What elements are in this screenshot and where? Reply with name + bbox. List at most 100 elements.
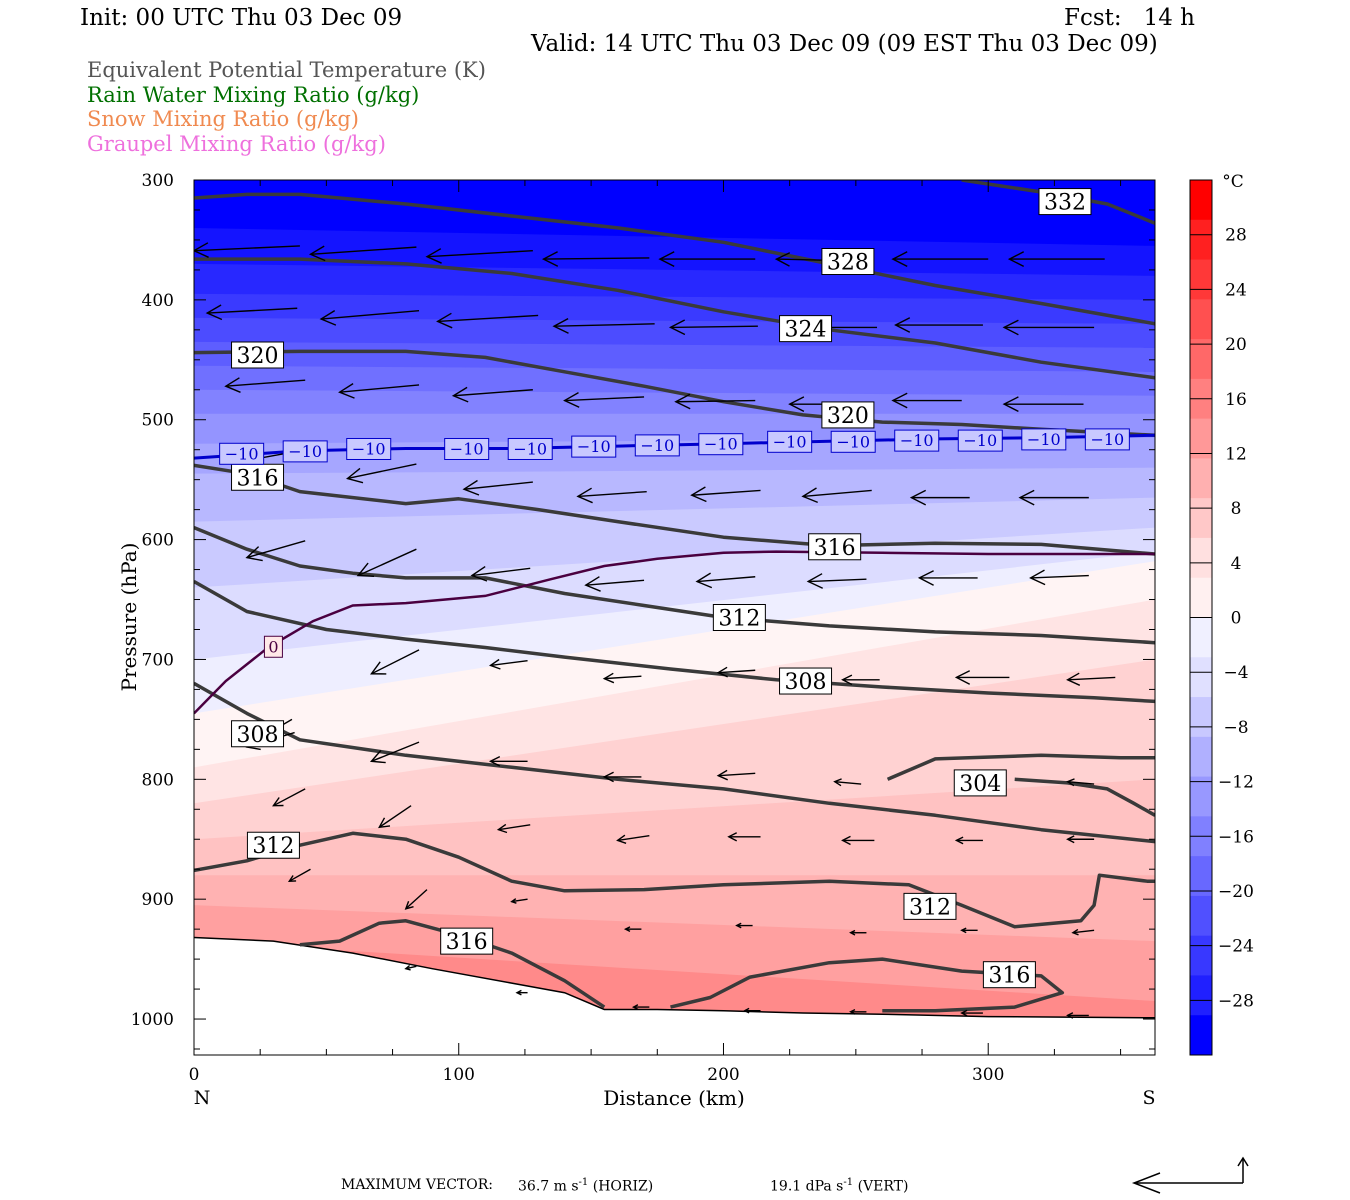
wind-vector [954,670,1010,685]
wind-vector [602,771,642,783]
forecast-hour: Fcst: 14 h [1064,5,1195,31]
wind-vector [674,393,756,410]
contour-labels: 332 328 324 320 320 316 316 312 308 308 304 312 312 3… [219,188,1130,989]
init-time: Init: 00 UTC Thu 03 Dec 09 [80,5,403,31]
svg-text:332: 332 [1044,191,1086,216]
wind-vector [891,251,989,268]
wind-vector [1018,489,1089,506]
y-tick-label: 700 [142,650,174,670]
svg-text:−10: −10 [773,432,807,451]
wind-vector [287,868,311,882]
isotherm-label: −10 [767,430,813,453]
max-vector-horiz: 36.7 m s-1 (HORIZ) [518,1177,654,1195]
y-tick-label: 300 [142,171,174,191]
below-ground-mask [194,937,1155,1055]
wind-vector [515,989,528,996]
theta-e-contour-320 [194,349,1155,438]
y-tick-label: 500 [142,411,174,431]
theta-e-label: 324 [779,315,833,343]
colorbar-tick-label: −12 [1218,773,1254,793]
colorbar-tick-label: −4 [1223,663,1248,683]
wind-vector [1066,672,1116,686]
wind-vector [602,672,642,684]
wind-vector [833,778,862,787]
wind-vector [690,486,761,503]
svg-text:−10: −10 [704,435,738,454]
theta-e-label: 316 [808,533,862,561]
wind-vector [954,836,983,845]
wind-vector [1066,835,1095,844]
wind-vector [1066,1012,1089,1019]
wind-vector [616,834,650,844]
x-tick-label: 300 [972,1065,1004,1085]
wind-vector [496,823,531,834]
wind-vector [541,251,650,267]
theta-e-label: 316 [231,463,285,491]
svg-text:−10: −10 [640,436,674,455]
colorbar-tick-label: 4 [1231,554,1242,574]
colorbar-band [1190,736,1212,778]
svg-text:0: 0 [268,637,278,656]
colorbar-band [1190,856,1212,897]
wind-vector [1002,319,1095,336]
wind-vector [319,309,420,326]
wind-vector [1007,251,1105,268]
wind-vector [436,312,539,329]
wind-vector [891,392,962,409]
wind-vector [488,755,528,767]
svg-text:−10: −10 [836,432,870,451]
theta-e-contour-328 [194,192,1155,326]
isotherm-label: −10 [507,437,553,460]
surface-line [194,936,1155,1019]
svg-text:−10: −10 [900,431,934,450]
colorbar-band [1190,259,1212,300]
theta-e-label: 312 [246,831,300,859]
svg-text:−10: −10 [963,431,997,450]
wind-vector [338,383,420,399]
wind-vector [960,927,978,934]
isotherm-label: −10 [894,429,940,452]
wind-vector [425,248,533,264]
theta-e-contour-304 [1014,777,1155,817]
colorbar-band [1190,657,1212,698]
wind-vector [345,463,417,484]
wind-vector [576,487,647,504]
colorbar-tick-label: −24 [1218,937,1254,957]
isotherm-label: −10 [219,442,265,465]
wind-vector [735,922,753,929]
colorbar-tick-label: −8 [1223,718,1248,738]
theta-e-label: 308 [231,720,285,748]
wind-vector [1002,396,1084,413]
svg-text:−10: −10 [513,439,547,458]
svg-text:−10: −10 [1090,430,1124,449]
colorbar-band [1190,180,1212,221]
wind-vector [224,377,306,393]
colorbar-band [1190,697,1212,738]
wind-vector [1029,569,1089,586]
svg-text:312: 312 [252,834,294,859]
x-axis-label: Distance (km) [603,1086,745,1110]
theta-e-contour-312 [194,831,1155,929]
colorbar-band [1190,339,1212,380]
wind-vector [488,658,528,670]
wind-vector [623,926,642,933]
colorbar-tick-label: 24 [1225,280,1247,300]
colorbar-band [1190,935,1212,976]
theta-e-contour-324 [194,257,1155,380]
axes: 300 400 500 600 700 800 900 1000 0 100 200 300 [131,171,1155,1085]
svg-text:316: 316 [446,930,488,955]
theta-e-contour-316 [299,919,606,1009]
wind-vector [716,666,756,678]
colorbar-band [1190,975,1212,1016]
x-tick-label: 100 [443,1065,475,1085]
legend-rain-water: Rain Water Mixing Ratio (g/kg) [87,83,420,107]
wind-vector [695,572,756,589]
svg-text:312: 312 [718,607,760,632]
theta-e-label: 320 [231,341,285,369]
theta-e-label: 308 [779,667,833,695]
svg-text:−10: −10 [1027,430,1061,449]
isotherm-label: −10 [571,435,617,458]
plot-frame [193,179,1156,1056]
wind-vector [369,741,420,764]
wind-vector [960,1009,983,1017]
